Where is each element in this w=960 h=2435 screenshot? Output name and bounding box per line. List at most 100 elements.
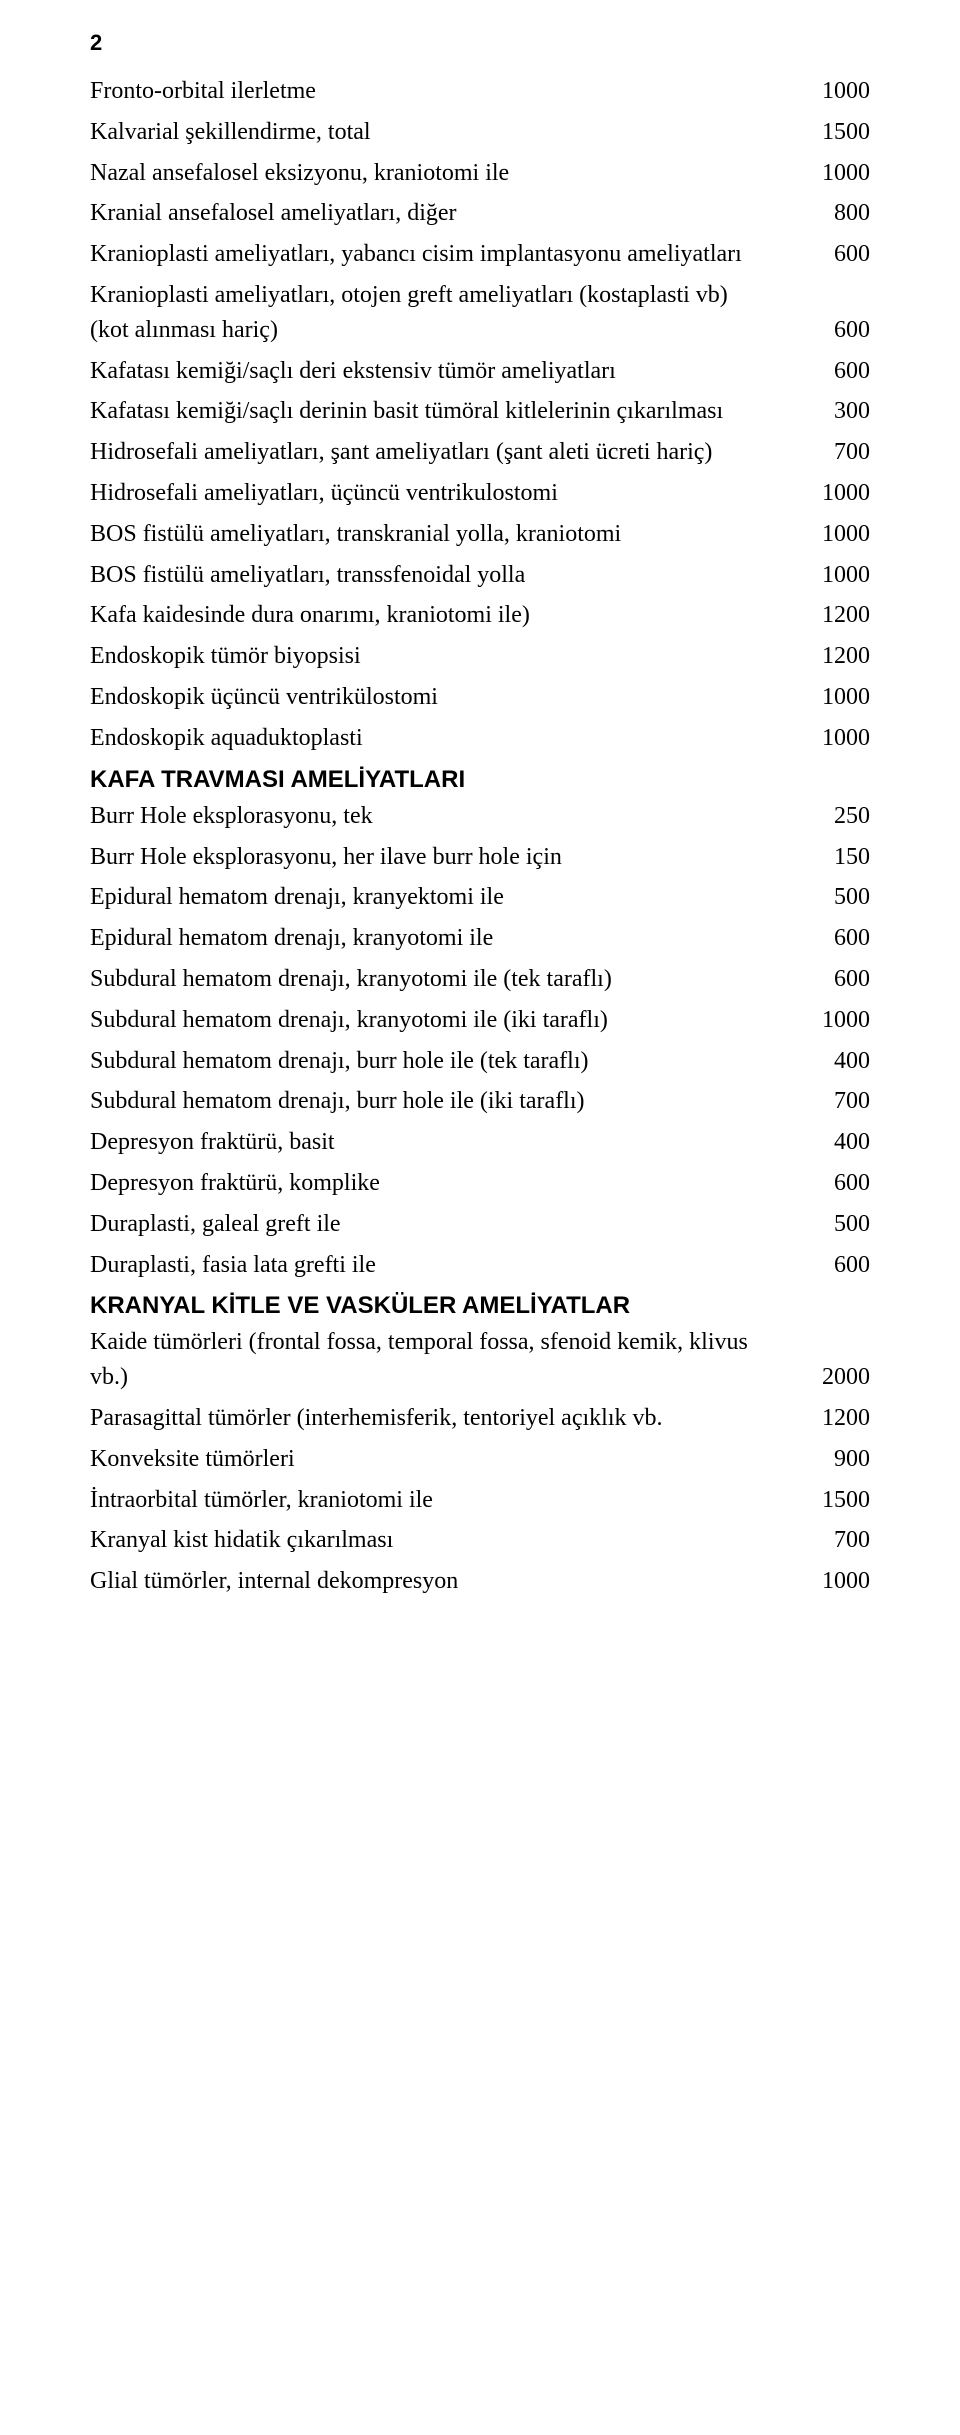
- price-row-value: 1000: [790, 156, 870, 191]
- price-row-label: Kranyal kist hidatik çıkarılması: [90, 1523, 790, 1558]
- price-row: Konveksite tümörleri900: [90, 1442, 870, 1477]
- price-row-value: 600: [790, 1166, 870, 1201]
- price-row-label: Epidural hematom drenajı, kranyotomi ile: [90, 921, 790, 956]
- price-row: Kalvarial şekillendirme, total1500: [90, 115, 870, 150]
- price-row-value: 500: [790, 1207, 870, 1242]
- price-row-value: 300: [790, 394, 870, 429]
- price-row: Subdural hematom drenajı, burr hole ile …: [90, 1044, 870, 1079]
- price-row-label: Subdural hematom drenajı, kranyotomi ile…: [90, 962, 790, 997]
- price-row-label: Kranioplasti ameliyatları, yabancı cisim…: [90, 237, 790, 272]
- price-row-label: Endoskopik aquaduktoplasti: [90, 721, 790, 756]
- price-row-label: Burr Hole eksplorasyonu, her ilave burr …: [90, 840, 790, 875]
- price-row: Hidrosefali ameliyatları, şant ameliyatl…: [90, 435, 870, 470]
- price-row-label: Parasagittal tümörler (interhemisferik, …: [90, 1401, 790, 1436]
- price-row-label: Depresyon fraktürü, komplike: [90, 1166, 790, 1201]
- price-row: Depresyon fraktürü, basit400: [90, 1125, 870, 1160]
- price-row-label: Fronto-orbital ilerletme: [90, 74, 790, 109]
- price-row-label: Kafatası kemiği/saçlı derinin basit tümö…: [90, 394, 790, 429]
- price-row-label: Hidrosefali ameliyatları, üçüncü ventrik…: [90, 476, 790, 511]
- price-row: Duraplasti, fasia lata grefti ile600: [90, 1248, 870, 1283]
- price-row-value: 400: [790, 1044, 870, 1079]
- price-row-label: Endoskopik tümör biyopsisi: [90, 639, 790, 674]
- price-row-value: 700: [790, 1084, 870, 1119]
- price-row: Kafatası kemiği/saçlı derinin basit tümö…: [90, 394, 870, 429]
- price-row-value: 800: [790, 196, 870, 231]
- price-row-value: 600: [790, 313, 870, 348]
- price-row-value: 1200: [790, 598, 870, 633]
- price-row-value: 600: [790, 1248, 870, 1283]
- price-row: Endoskopik tümör biyopsisi1200: [90, 639, 870, 674]
- price-row-label: Kafatası kemiği/saçlı deri ekstensiv tüm…: [90, 354, 790, 389]
- price-row-label: İntraorbital tümörler, kraniotomi ile: [90, 1483, 790, 1518]
- price-row: BOS fistülü ameliyatları, transsfenoidal…: [90, 558, 870, 593]
- price-row: İntraorbital tümörler, kraniotomi ile150…: [90, 1483, 870, 1518]
- price-row-value: 1000: [790, 476, 870, 511]
- price-row-label: Burr Hole eksplorasyonu, tek: [90, 799, 790, 834]
- price-row: Endoskopik üçüncü ventrikülostomi1000: [90, 680, 870, 715]
- price-row-value: 1200: [790, 639, 870, 674]
- price-row-value: 1500: [790, 115, 870, 150]
- price-row-label: Konveksite tümörleri: [90, 1442, 790, 1477]
- price-row: Parasagittal tümörler (interhemisferik, …: [90, 1401, 870, 1436]
- price-row-label: Endoskopik üçüncü ventrikülostomi: [90, 680, 790, 715]
- price-row-label: Subdural hematom drenajı, burr hole ile …: [90, 1084, 790, 1119]
- price-row: Burr Hole eksplorasyonu, her ilave burr …: [90, 840, 870, 875]
- price-row-value: 1000: [790, 1564, 870, 1599]
- price-row: Kranyal kist hidatik çıkarılması700: [90, 1523, 870, 1558]
- price-row-label: Glial tümörler, internal dekompresyon: [90, 1564, 790, 1599]
- price-row: Epidural hematom drenajı, kranyotomi ile…: [90, 921, 870, 956]
- section-header-kafa-travmasi: KAFA TRAVMASI AMELİYATLARI: [90, 764, 870, 795]
- price-row: Duraplasti, galeal greft ile500: [90, 1207, 870, 1242]
- price-row: Kranioplasti ameliyatları, yabancı cisim…: [90, 237, 870, 272]
- price-row: Subdural hematom drenajı, kranyotomi ile…: [90, 1003, 870, 1038]
- price-row: Subdural hematom drenajı, kranyotomi ile…: [90, 962, 870, 997]
- price-list-1: Fronto-orbital ilerletme1000Kalvarial şe…: [90, 74, 870, 756]
- price-row-value: 600: [790, 921, 870, 956]
- price-row: Nazal ansefalosel eksizyonu, kraniotomi …: [90, 156, 870, 191]
- price-row: Depresyon fraktürü, komplike600: [90, 1166, 870, 1201]
- price-row-label: BOS fistülü ameliyatları, transkranial y…: [90, 517, 790, 552]
- price-row-label: Subdural hematom drenajı, burr hole ile …: [90, 1044, 790, 1079]
- price-list-2: Burr Hole eksplorasyonu, tek250Burr Hole…: [90, 799, 870, 1283]
- price-list-3: Kaide tümörleri (frontal fossa, temporal…: [90, 1325, 870, 1599]
- price-row-value: 1200: [790, 1401, 870, 1436]
- price-row-label: Duraplasti, galeal greft ile: [90, 1207, 790, 1242]
- price-row-value: 500: [790, 880, 870, 915]
- price-row-label: Subdural hematom drenajı, kranyotomi ile…: [90, 1003, 790, 1038]
- price-row-value: 250: [790, 799, 870, 834]
- price-row-label: Depresyon fraktürü, basit: [90, 1125, 790, 1160]
- price-row-value: 600: [790, 237, 870, 272]
- price-row-value: 400: [790, 1125, 870, 1160]
- price-row-value: 600: [790, 354, 870, 389]
- price-row-value: 1000: [790, 74, 870, 109]
- price-row: Fronto-orbital ilerletme1000: [90, 74, 870, 109]
- price-row-value: 1000: [790, 558, 870, 593]
- price-row: Kranial ansefalosel ameliyatları, diğer8…: [90, 196, 870, 231]
- price-row-label: Hidrosefali ameliyatları, şant ameliyatl…: [90, 435, 790, 470]
- price-row: Epidural hematom drenajı, kranyektomi il…: [90, 880, 870, 915]
- price-row-value: 1000: [790, 680, 870, 715]
- price-row-value: 1500: [790, 1483, 870, 1518]
- price-row: Kafatası kemiği/saçlı deri ekstensiv tüm…: [90, 354, 870, 389]
- document-page: 2 Fronto-orbital ilerletme1000Kalvarial …: [0, 0, 960, 1645]
- price-row-value: 1000: [790, 1003, 870, 1038]
- price-row: BOS fistülü ameliyatları, transkranial y…: [90, 517, 870, 552]
- price-row-label: Nazal ansefalosel eksizyonu, kraniotomi …: [90, 156, 790, 191]
- page-number: 2: [90, 30, 870, 56]
- price-row-value: 700: [790, 1523, 870, 1558]
- price-row-label: Epidural hematom drenajı, kranyektomi il…: [90, 880, 790, 915]
- price-row: Kafa kaidesinde dura onarımı, kraniotomi…: [90, 598, 870, 633]
- price-row: Hidrosefali ameliyatları, üçüncü ventrik…: [90, 476, 870, 511]
- price-row-value: 1000: [790, 517, 870, 552]
- price-row-value: 2000: [790, 1360, 870, 1395]
- price-row-label: Kafa kaidesinde dura onarımı, kraniotomi…: [90, 598, 790, 633]
- price-row-label: Kalvarial şekillendirme, total: [90, 115, 790, 150]
- price-row-label: Kranial ansefalosel ameliyatları, diğer: [90, 196, 790, 231]
- price-row-value: 900: [790, 1442, 870, 1477]
- price-row: Kaide tümörleri (frontal fossa, temporal…: [90, 1325, 870, 1395]
- price-row: Subdural hematom drenajı, burr hole ile …: [90, 1084, 870, 1119]
- price-row-label: Kranioplasti ameliyatları, otojen greft …: [90, 278, 790, 348]
- price-row: Burr Hole eksplorasyonu, tek250: [90, 799, 870, 834]
- price-row: Glial tümörler, internal dekompresyon100…: [90, 1564, 870, 1599]
- price-row-value: 150: [790, 840, 870, 875]
